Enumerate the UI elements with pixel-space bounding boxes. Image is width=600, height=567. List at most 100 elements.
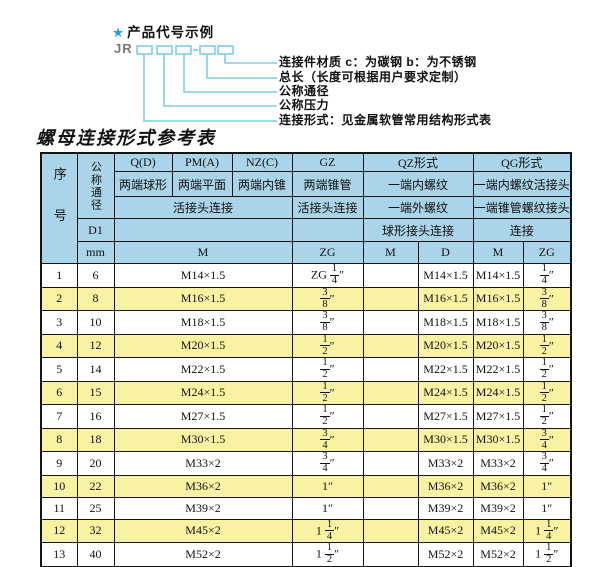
cell-m: M52×2 (113, 542, 293, 567)
header-conn2-qg: 连接 (472, 218, 572, 242)
cell-qz_m (362, 404, 419, 429)
cell-dn: 20 (76, 451, 115, 476)
table-row: 12 32 M45×2 1 1 4 ″ M45×2 M45×2 1 1 4 ″ (40, 518, 572, 543)
code-box-3 (175, 45, 192, 55)
table-body: 1 6 M14×1.5 ZG 1 4 ″ M14×1.5 M14×1.5 1 4 ″ 2 8 M16×1.… (40, 263, 572, 567)
cell-m: M22×1.5 (113, 357, 293, 382)
cell-dn: 12 (76, 333, 115, 358)
unit-mm: mm (76, 241, 115, 264)
connector-line-length (206, 54, 277, 79)
cell-m: M33×2 (113, 451, 293, 476)
cell-qz_d: M39×2 (417, 496, 474, 520)
cell-qz_d: M24×1.5 (417, 380, 474, 405)
cell-qg_zg: 3 4 ″ (522, 427, 572, 452)
cell-qg_zg: 1 2 ″ (522, 357, 572, 382)
cell-zg: 3 4 ″ (291, 451, 364, 476)
cell-qz_m (362, 496, 419, 520)
product-code-prefix: JR (114, 41, 133, 56)
cell-qz_d: M14×1.5 (417, 263, 474, 288)
cell-qg_m: M52×2 (472, 542, 524, 567)
cell-qg_m: M30×1.5 (472, 427, 524, 452)
cell-qz_m (362, 357, 419, 382)
header-desc-qg: 一端内螺纹活接头 (472, 171, 572, 197)
table-row: 8 18 M30×1.5 3 4 ″ M30×1.5 M30×1.5 3 4 ″ (40, 427, 572, 452)
code-box-2 (156, 45, 173, 55)
cell-no: 7 (40, 404, 78, 429)
cell-no: 5 (40, 357, 78, 382)
unit-m-qg: M (472, 241, 524, 264)
cell-qg_zg: 3 4 ″ (522, 451, 572, 476)
cell-no: 10 (40, 474, 78, 498)
cell-qz_d: M27×1.5 (417, 404, 474, 429)
unit-m-left: M (113, 241, 293, 264)
cell-qz_d: M20×1.5 (417, 333, 474, 358)
cell-m: M16×1.5 (113, 286, 293, 311)
cell-zg: 1 2 ″ (291, 357, 364, 382)
table-header: 序号 公称通径 Q(D) PM(A) NZ(C) GZ QZ形式 QG形式 两端… (40, 152, 572, 264)
cell-zg: ZG 1 4 ″ (291, 263, 364, 288)
cell-qz_d: M52×2 (417, 542, 474, 567)
cell-qz_d: M18×1.5 (417, 310, 474, 335)
cell-zg: 1 1 4 ″ (291, 518, 364, 543)
cell-qz_m (362, 286, 419, 311)
cell-zg: 3 8 ″ (291, 286, 364, 311)
cell-no: 1 (40, 263, 78, 288)
header-desc-qd: 两端球形 (113, 171, 173, 197)
cell-qg_zg: 1 1 4 ″ (522, 518, 572, 543)
diagram-heading-text: 产品代号示例 (127, 25, 215, 40)
cell-qg_m: M27×1.5 (472, 404, 524, 429)
cell-qz_m (362, 380, 419, 405)
cell-zg: 1 2 ″ (291, 404, 364, 429)
diagram-heading: ★ 产品代号示例 (112, 21, 214, 41)
cell-qg_zg: 1 2 ″ (522, 404, 572, 429)
cell-zg: 1″ (291, 474, 364, 498)
cell-m: M14×1.5 (113, 263, 293, 288)
table-row: 11 25 M39×2 1″ M39×2 M39×2 1″ (40, 496, 572, 520)
connector-line-pressure (163, 54, 277, 107)
cell-no: 4 (40, 333, 78, 358)
cell-qg_m: M16×1.5 (472, 286, 524, 311)
cell-dn: 8 (76, 286, 115, 311)
cell-qg_zg: 1 4 ″ (522, 263, 572, 288)
cell-m: M24×1.5 (113, 380, 293, 405)
table-row: 1 6 M14×1.5 ZG 1 4 ″ M14×1.5 M14×1.5 1 4 ″ (40, 263, 572, 288)
cell-no: 12 (40, 518, 78, 543)
cell-qz_d: M33×2 (417, 451, 474, 476)
table-row: 4 12 M20×1.5 1 2 ″ M20×1.5 M20×1.5 1 2 ″ (40, 333, 572, 358)
cell-qg_zg: 3 8 ″ (522, 286, 572, 311)
cell-no: 2 (40, 286, 78, 311)
cell-qg_m: M14×1.5 (472, 263, 524, 288)
header-desc-nzc: 两端内锥 (231, 171, 293, 197)
header-blank-left (113, 218, 293, 242)
cell-m: M39×2 (113, 496, 293, 520)
cell-qg_zg: 1 2 ″ (522, 333, 572, 358)
header-blank-gz (291, 218, 364, 242)
cell-qz_m (362, 451, 419, 476)
col-header-form-qz: QZ形式 (362, 152, 474, 172)
cell-zg: 1″ (291, 496, 364, 520)
header-conn-left: 活接头连接 (113, 196, 293, 219)
code-box-5 (217, 45, 234, 55)
cell-dn: 22 (76, 474, 115, 498)
table-title: 螺母连接形式参考表 (36, 128, 216, 148)
cell-dn: 40 (76, 542, 115, 567)
diagram-label-length: 总长（长度可根据用户要求定制） (279, 70, 467, 84)
cell-qg_m: M33×2 (472, 451, 524, 476)
unit-m-qz: M (362, 241, 419, 264)
diagram-label-material: 连接件材质 c：为碳钢 b：为不锈钢 (279, 55, 477, 69)
unit-zg-gz: ZG (291, 241, 364, 264)
header-conn-qg: 一端锥管螺纹接头 (472, 196, 572, 219)
col-header-form-qd: Q(D) (113, 152, 173, 172)
